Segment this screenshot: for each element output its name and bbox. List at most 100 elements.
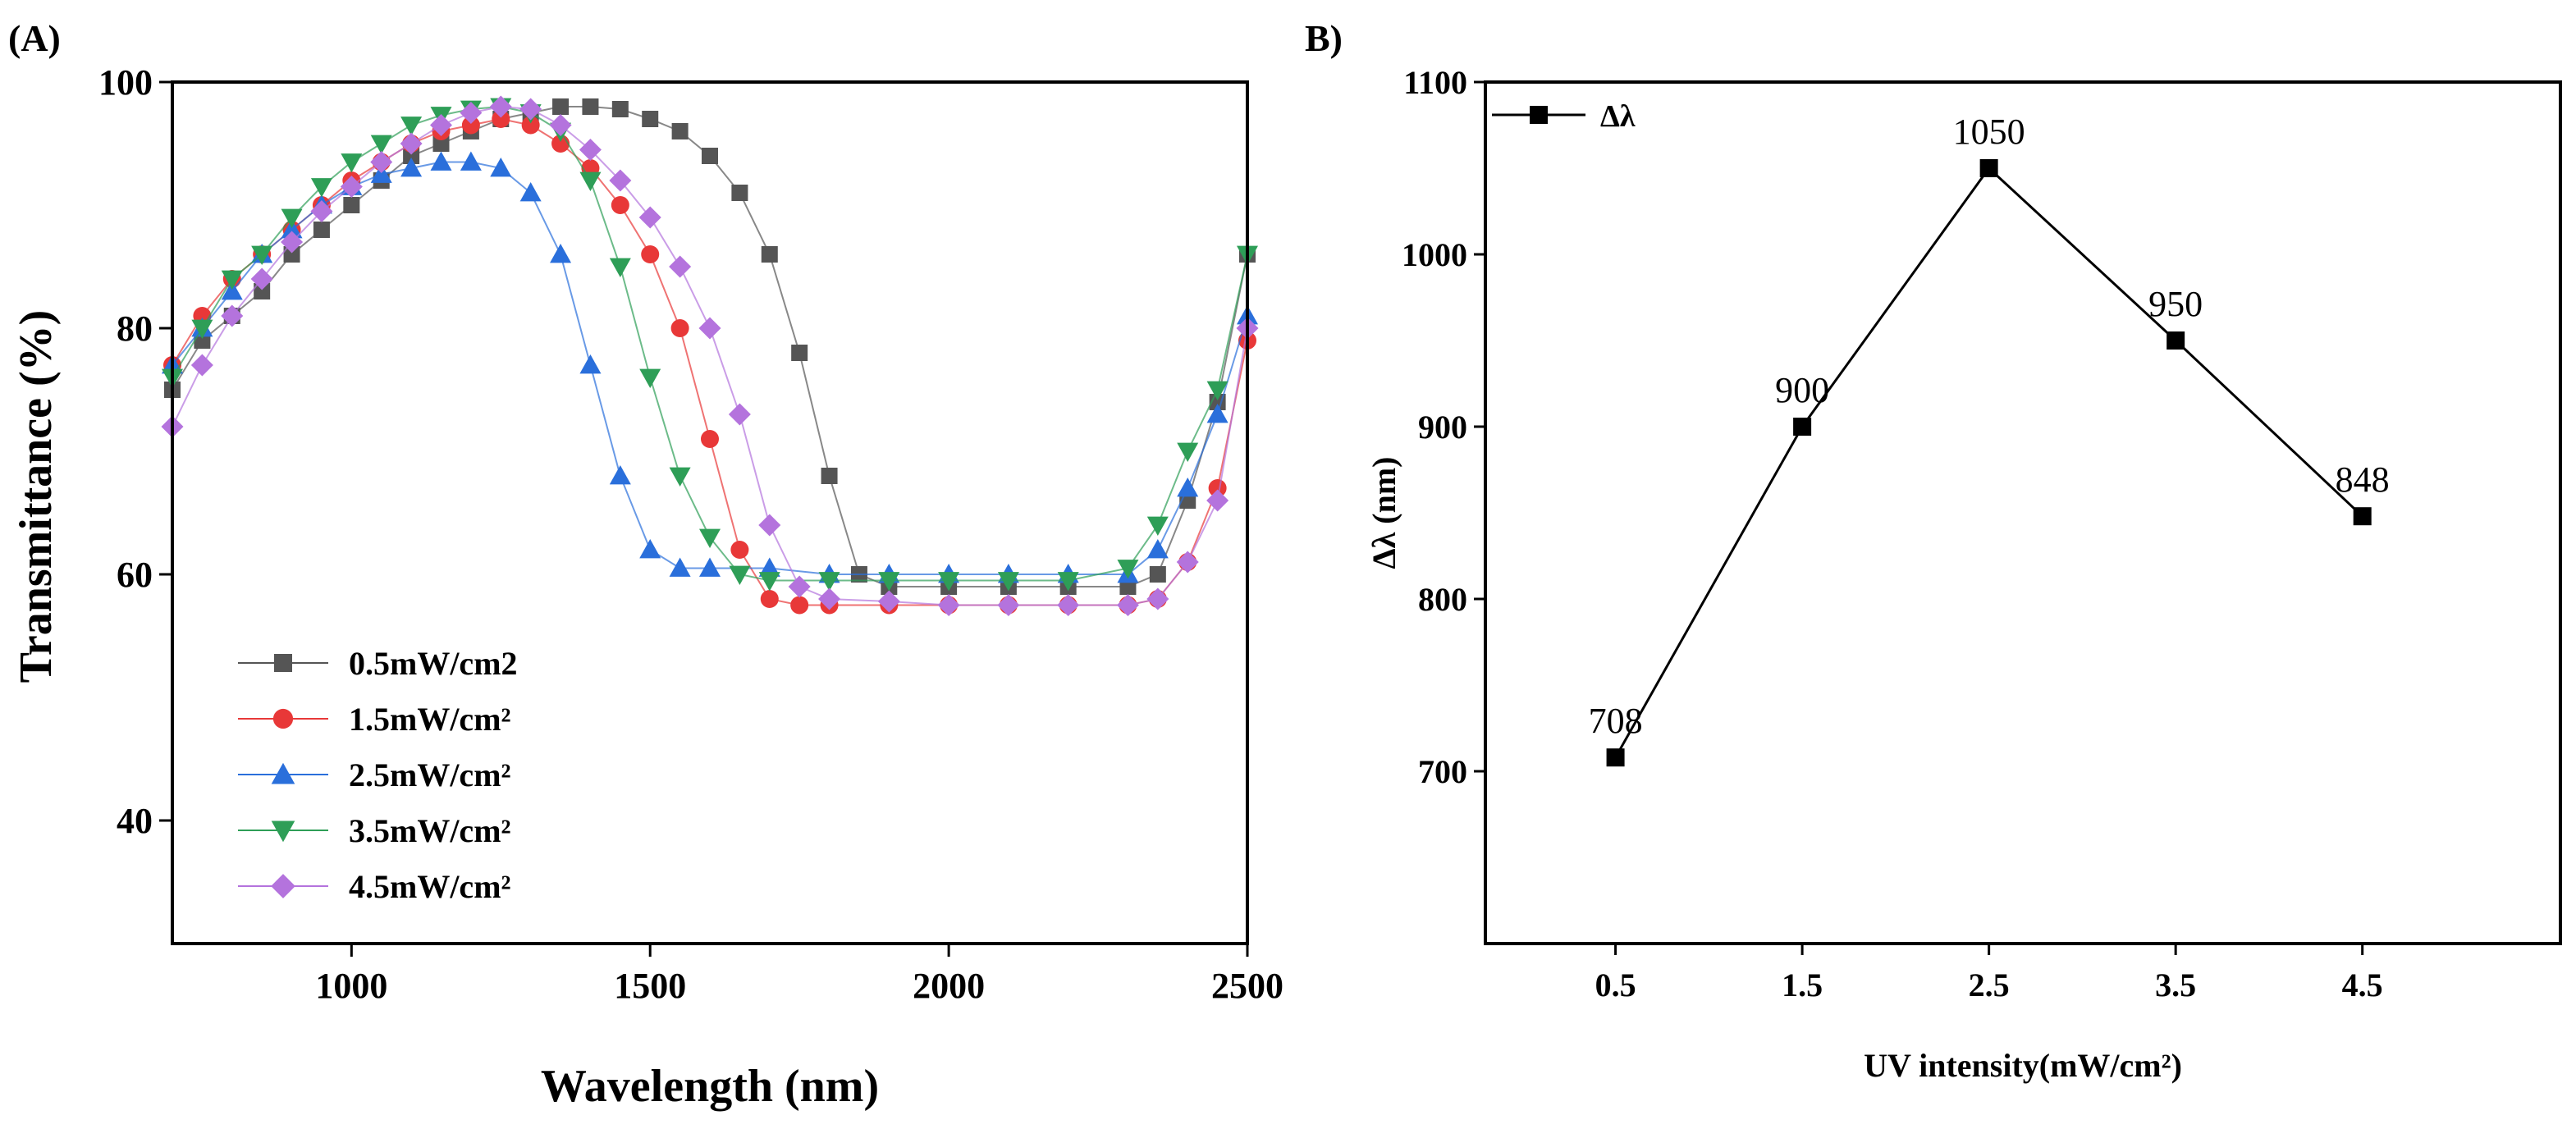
panel-b-x-axis-label: UV intensity(mW/cm²) xyxy=(1864,1047,2182,1084)
series-5 xyxy=(161,95,1259,616)
data-point xyxy=(638,206,661,229)
data-point xyxy=(519,182,542,202)
data-point xyxy=(1176,551,1199,574)
data-point xyxy=(818,587,841,610)
data-point xyxy=(430,114,452,136)
data-point xyxy=(641,245,660,263)
panel-a: (A) 1000 1500 2000 2500 40 60 80 100 Wavelengt… xyxy=(8,17,1283,1112)
data-point xyxy=(403,148,420,164)
data-point xyxy=(191,319,213,339)
data-point xyxy=(938,572,960,592)
data-point xyxy=(343,197,360,213)
data-point xyxy=(761,246,778,263)
panel-b-plot-area: 708 900 1050 950 848 xyxy=(1589,112,2390,767)
data-point xyxy=(313,222,330,238)
panel-b-legend-marker xyxy=(1530,106,1548,124)
data-point xyxy=(758,572,780,592)
data-point xyxy=(400,117,423,136)
data-point xyxy=(1606,748,1625,767)
y-tick-label: 40 xyxy=(117,801,153,841)
data-point xyxy=(877,590,900,613)
data-point xyxy=(791,345,808,361)
data-point xyxy=(937,594,960,616)
data-point xyxy=(1149,566,1166,583)
data-label: 708 xyxy=(1589,701,1643,741)
y-tick-label: 1100 xyxy=(1403,64,1467,101)
y-tick-label: 60 xyxy=(117,555,153,595)
data-point xyxy=(2166,331,2185,350)
data-point xyxy=(669,557,691,577)
series-1 xyxy=(164,98,1256,595)
panel-a-frame xyxy=(171,80,1249,945)
data-point xyxy=(1206,381,1229,400)
data-point xyxy=(1206,404,1229,423)
data-point xyxy=(492,110,510,128)
data-point xyxy=(1057,594,1080,616)
data-point xyxy=(579,354,602,374)
data-point xyxy=(1146,516,1169,536)
y-tick-label: 700 xyxy=(1418,753,1467,790)
legend-entry: 3.5mW/cm² xyxy=(238,812,511,849)
data-point xyxy=(281,208,303,228)
data-point xyxy=(2353,507,2372,526)
data-point xyxy=(639,368,661,388)
data-point xyxy=(730,541,749,559)
data-point xyxy=(251,245,273,265)
series-line xyxy=(1614,166,2363,758)
data-point xyxy=(731,185,748,201)
legend-marker xyxy=(271,874,295,898)
panel-a-label: (A) xyxy=(8,17,61,59)
data-point xyxy=(698,317,721,340)
data-point xyxy=(1206,489,1229,512)
data-point xyxy=(1117,560,1139,579)
data-point xyxy=(609,169,632,192)
data-point xyxy=(728,403,751,426)
data-point xyxy=(1177,442,1199,462)
legend-marker xyxy=(271,762,295,784)
data-point xyxy=(400,132,423,155)
data-label: 950 xyxy=(2148,284,2203,324)
data-point xyxy=(758,557,780,577)
data-point xyxy=(281,231,304,254)
data-point xyxy=(1177,478,1199,497)
legend-entry: 1.5mW/cm² xyxy=(238,701,511,738)
x-tick-label: 3.5 xyxy=(2155,967,2196,1003)
data-point xyxy=(340,176,363,198)
panel-b-legend: Δλ xyxy=(1492,99,1636,134)
data-point xyxy=(729,565,751,585)
data-point xyxy=(254,283,271,299)
data-point xyxy=(790,596,809,615)
data-point xyxy=(489,95,512,118)
data-point xyxy=(997,594,1020,616)
data-point xyxy=(609,465,631,485)
data-point xyxy=(670,319,689,337)
data-point xyxy=(552,98,570,115)
data-point xyxy=(701,430,719,448)
data-point xyxy=(221,281,243,300)
panel-a-y-ticks: 40 60 80 100 xyxy=(98,62,172,841)
data-point xyxy=(1146,539,1169,559)
data-point xyxy=(281,219,303,239)
legend-label: 0.5mW/cm2 xyxy=(349,645,518,682)
data-point xyxy=(699,557,721,577)
data-point xyxy=(221,270,243,290)
data-point xyxy=(341,153,363,173)
data-point xyxy=(549,114,572,136)
data-point xyxy=(639,539,661,559)
data-point xyxy=(460,151,482,171)
legend-marker xyxy=(272,708,294,729)
legend-label: 4.5mW/cm² xyxy=(349,868,511,905)
legend-label: 3.5mW/cm² xyxy=(349,812,511,849)
x-tick-label: 1.5 xyxy=(1782,967,1823,1003)
data-point xyxy=(788,575,811,598)
series-4 xyxy=(162,98,1258,592)
x-tick-label: 2500 xyxy=(1211,966,1283,1006)
data-point xyxy=(579,171,602,191)
data-point xyxy=(669,467,691,487)
panel-b: B) 708 900 1050 950 848 0.5 1.5 2.5 3.5 4.5 700 8… xyxy=(1305,17,2562,1084)
data-point xyxy=(550,244,572,263)
panel-b-legend-label: Δλ xyxy=(1600,99,1636,134)
data-point xyxy=(1146,587,1169,610)
data-point xyxy=(821,468,838,484)
data-point xyxy=(997,572,1019,592)
